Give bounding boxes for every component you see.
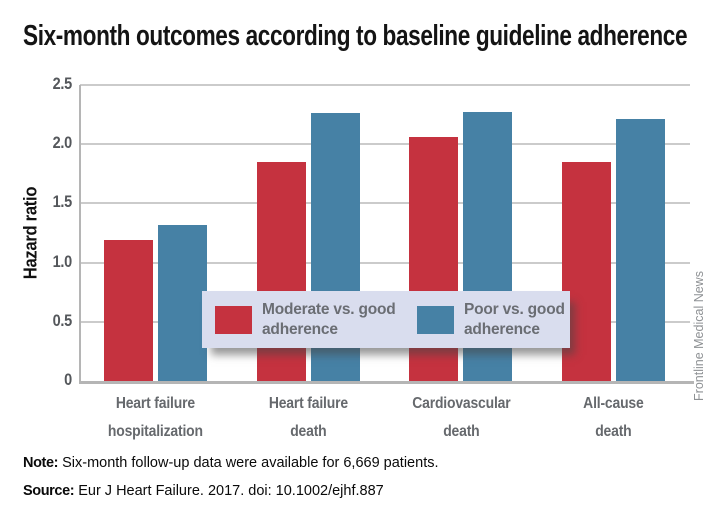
- x-axis-category-label: Heart failure hospitalization: [87, 390, 224, 446]
- legend-label: Poor vs. good adherence: [464, 300, 565, 338]
- bar: [562, 161, 612, 381]
- x-axis-category-label-line: death: [595, 423, 632, 440]
- bar: [157, 224, 207, 381]
- y-tick-label: 2.0: [52, 134, 73, 153]
- source-line: Source: Eur J Heart Failure. 2017. doi: …: [23, 483, 384, 499]
- watermark-credit: Frontline Medical News: [692, 271, 706, 401]
- x-axis-category-label: All-cause death: [545, 390, 682, 446]
- y-tick-label: 0.5: [52, 311, 73, 330]
- y-tick-label: 1.0: [52, 252, 73, 271]
- bar: [256, 161, 306, 381]
- gridline: [80, 261, 690, 264]
- note-line: Note: Six-month follow-up data were avai…: [23, 455, 439, 471]
- x-axis-category-label-line: Heart failure: [268, 395, 348, 412]
- x-axis-category-label-line: Cardiovascular: [411, 395, 511, 412]
- note-text: Six-month follow-up data were available …: [58, 455, 439, 471]
- gridline: [80, 202, 690, 205]
- y-axis-line: [79, 85, 81, 384]
- bar: [103, 240, 153, 381]
- x-axis-category-label-line: hospitalization: [107, 423, 203, 440]
- source-label: Source:: [23, 483, 75, 499]
- legend: Moderate vs. good adherence Poor vs. good…: [202, 291, 570, 348]
- gridline: [80, 143, 690, 146]
- legend-swatch: [417, 305, 454, 334]
- chart-title: Six-month outcomes according to baseline…: [23, 20, 688, 52]
- legend-swatch: [215, 305, 252, 334]
- legend-label: Moderate vs. good adherence: [262, 300, 396, 338]
- legend-entry: Poor vs. good adherence: [417, 300, 616, 340]
- x-axis-category-label: Heart failure death: [239, 390, 376, 446]
- x-axis-category-label-line: death: [289, 423, 327, 440]
- legend-entry: Moderate vs. good adherence: [215, 300, 417, 340]
- x-axis-category-label-line: Heart failure: [115, 395, 195, 412]
- x-axis-category-label: Cardiovascular death: [392, 390, 529, 446]
- x-axis-category-label-line: death: [442, 423, 480, 440]
- bar: [616, 119, 666, 381]
- y-tick-label: 0: [64, 371, 72, 389]
- gridline: [80, 84, 690, 86]
- note-label: Note:: [23, 455, 59, 471]
- y-tick-label: 2.5: [52, 75, 73, 93]
- y-tick-label: 1.5: [52, 193, 73, 212]
- x-axis-category-label-line: All-cause: [583, 395, 644, 412]
- source-text: Eur J Heart Failure. 2017. doi: 10.1002/…: [74, 483, 384, 499]
- x-axis-line: [79, 381, 694, 384]
